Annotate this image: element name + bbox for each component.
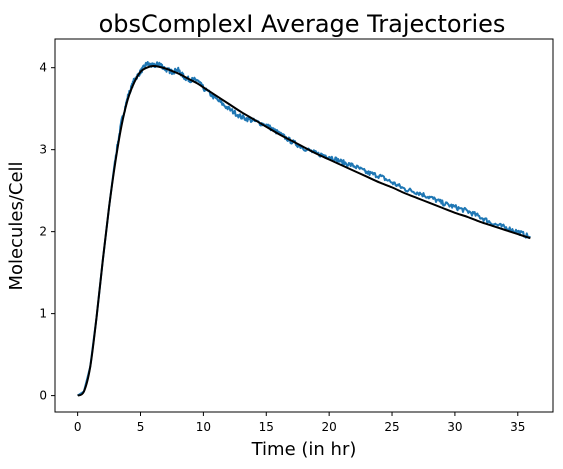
chart-title: obsComplexI Average Trajectories — [99, 10, 506, 38]
series-layer — [77, 61, 531, 397]
mean-trajectory-line — [77, 65, 531, 397]
x-tick-label: 30 — [447, 420, 462, 434]
y-tick-label: 0 — [39, 389, 47, 403]
x-tick-label: 5 — [137, 420, 145, 434]
x-tick-label: 35 — [510, 420, 525, 434]
plot-frame — [54, 38, 554, 413]
y-tick-label: 2 — [39, 225, 47, 239]
y-axis: 0 1 2 3 4 — [39, 61, 55, 403]
x-axis: 0 5 10 15 20 25 30 35 — [74, 412, 525, 434]
x-tick-label: 0 — [74, 420, 82, 434]
x-tick-label: 15 — [259, 420, 274, 434]
y-tick-label: 3 — [39, 143, 47, 157]
x-axis-label: Time (in hr) — [251, 439, 357, 460]
y-axis-label: Molecules/Cell — [6, 161, 27, 290]
y-tick-label: 1 — [39, 307, 47, 321]
x-tick-label: 20 — [322, 420, 337, 434]
x-tick-label: 25 — [384, 420, 399, 434]
y-tick-label: 4 — [39, 61, 47, 75]
stochastic-trajectory-line — [77, 61, 531, 397]
x-tick-label: 10 — [196, 420, 211, 434]
